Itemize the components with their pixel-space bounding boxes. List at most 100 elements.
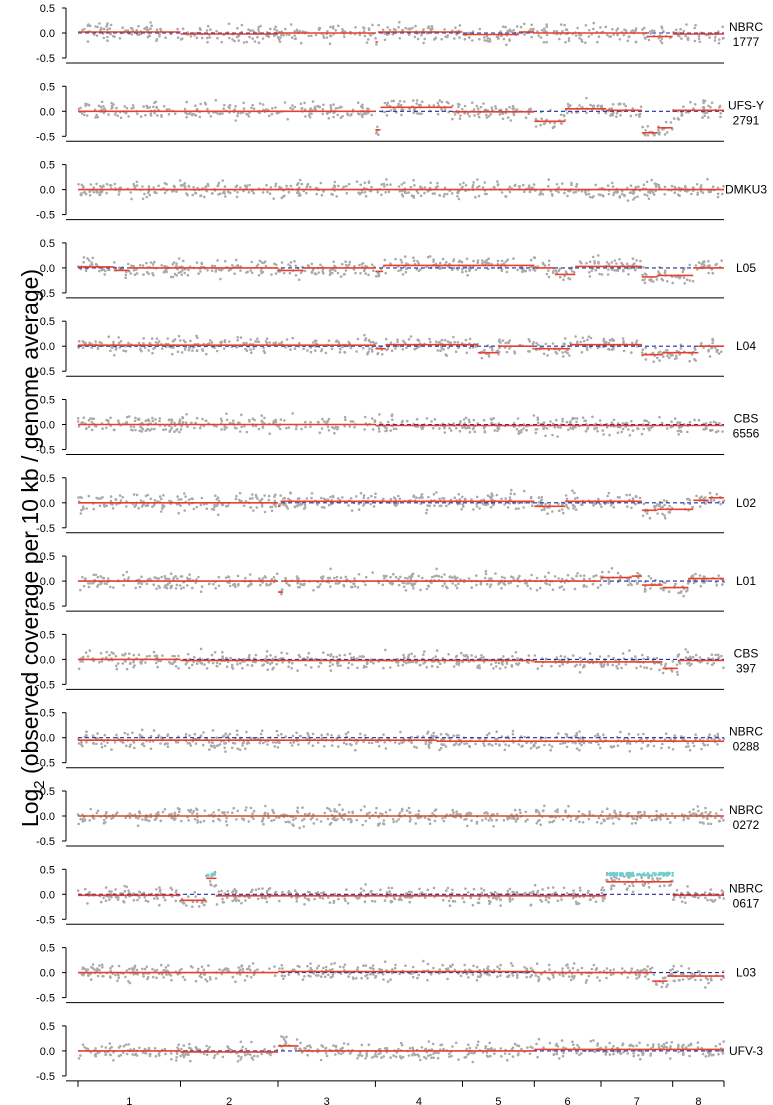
coverage-point (236, 114, 239, 118)
coverage-point (179, 575, 183, 578)
coverage-point (647, 197, 651, 200)
coverage-point (169, 662, 172, 665)
coverage-point (558, 267, 562, 271)
coverage-point (486, 582, 489, 586)
coverage-point (166, 745, 170, 748)
coverage-point (305, 497, 309, 500)
coverage-point (272, 197, 276, 200)
coverage-point (343, 424, 347, 428)
coverage-point (641, 273, 644, 277)
coverage-point (100, 742, 103, 746)
coverage-point (398, 99, 402, 103)
coverage-point (453, 113, 457, 116)
coverage-point (119, 340, 123, 343)
coverage-point (283, 419, 286, 422)
coverage-point (269, 27, 272, 31)
coverage-point (500, 259, 504, 263)
coverage-point (332, 260, 336, 264)
coverage-point (699, 660, 702, 664)
coverage-point (643, 666, 646, 669)
coverage-point (447, 502, 451, 506)
coverage-point (558, 664, 561, 668)
coverage-point (273, 262, 276, 266)
coverage-point (616, 667, 619, 670)
coverage-point (717, 41, 721, 45)
coverage-point (127, 576, 130, 579)
coverage-point (555, 271, 558, 275)
coverage-point (673, 584, 676, 588)
coverage-point (657, 131, 660, 134)
coverage-point (138, 32, 141, 36)
coverage-point (662, 355, 665, 358)
coverage-point (224, 195, 227, 198)
coverage-point (170, 419, 174, 422)
coverage-point (433, 575, 436, 578)
coverage-point (206, 24, 210, 28)
coverage-point (403, 576, 407, 580)
coverage-point (171, 654, 174, 658)
coverage-point (364, 272, 368, 275)
coverage-point (217, 584, 221, 588)
coverage-point (578, 663, 582, 666)
coverage-point (661, 505, 665, 509)
coverage-point (278, 40, 282, 44)
coverage-point (131, 104, 135, 107)
coverage-point (291, 107, 295, 111)
coverage-point (411, 660, 415, 664)
coverage-point (433, 418, 437, 421)
coverage-point (365, 665, 368, 669)
coverage-point (615, 112, 619, 115)
coverage-point (403, 255, 407, 258)
coverage-point (215, 736, 218, 739)
coverage-point (331, 663, 335, 666)
coverage-point (505, 107, 508, 111)
coverage-point (304, 115, 307, 118)
coverage-point (496, 429, 499, 433)
coverage-point (187, 498, 191, 502)
coverage-point (367, 350, 371, 353)
coverage-point (99, 652, 103, 655)
coverage-point (149, 747, 153, 750)
coverage-point (155, 39, 158, 43)
coverage-point (162, 493, 165, 497)
coverage-point (539, 36, 543, 39)
coverage-point (349, 420, 353, 423)
coverage-point (560, 508, 564, 511)
coverage-point (264, 264, 268, 268)
coverage-point (274, 106, 277, 109)
coverage-point (419, 194, 423, 198)
coverage-point (540, 664, 544, 668)
coverage-point (83, 341, 87, 345)
coverage-point (166, 582, 170, 586)
coverage-point (83, 27, 86, 31)
coverage-point (214, 99, 218, 102)
coverage-point (428, 741, 431, 744)
coverage-point (140, 660, 144, 663)
coverage-point (447, 346, 450, 350)
coverage-point (163, 264, 166, 268)
coverage-point (686, 430, 689, 434)
coverage-point (399, 268, 403, 272)
coverage-point (419, 588, 422, 592)
coverage-point (109, 499, 113, 503)
coverage-point (702, 99, 705, 102)
coverage-point (374, 492, 377, 496)
coverage-point (327, 417, 331, 421)
coverage-point (295, 28, 299, 32)
coverage-point (305, 186, 309, 189)
coverage-point (440, 37, 444, 41)
coverage-point (642, 502, 646, 506)
coverage-point (408, 107, 411, 111)
coverage-point (109, 349, 112, 353)
coverage-point (642, 183, 646, 186)
coverage-point (85, 507, 88, 510)
coverage-point (460, 267, 464, 271)
coverage-point (498, 667, 502, 670)
coverage-point (267, 498, 271, 502)
coverage-point (191, 112, 194, 116)
coverage-point (697, 34, 701, 38)
coverage-point (118, 494, 122, 497)
y-tick-label: -0.5 (36, 523, 55, 535)
coverage-point (411, 572, 415, 576)
coverage-point (708, 36, 711, 39)
